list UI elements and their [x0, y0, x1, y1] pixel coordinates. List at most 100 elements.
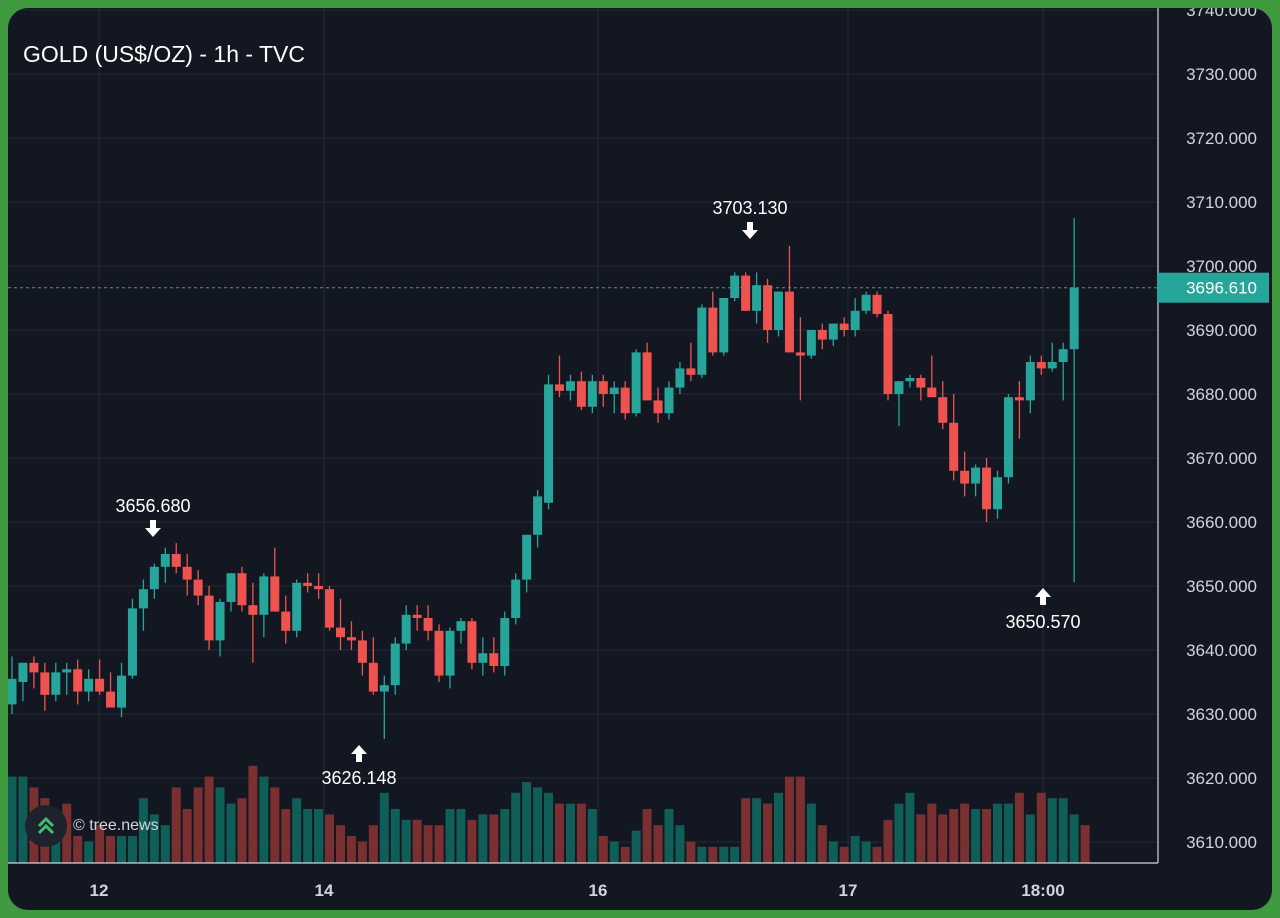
candle [817, 330, 827, 340]
annotation-label: 3656.680 [115, 496, 190, 516]
candle [1058, 349, 1068, 362]
candle [763, 285, 773, 330]
volume-bar [555, 803, 564, 863]
candle [204, 595, 214, 641]
candle [379, 685, 389, 692]
candle [708, 307, 718, 353]
volume-bar [817, 825, 827, 863]
y-axis[interactable]: 3610.000 3620.000 3630.000 3640.000 3650.000… [1157, 8, 1257, 863]
candle [314, 586, 324, 590]
volume-bar [763, 803, 773, 863]
volume-bar [281, 809, 291, 863]
volume-bar [708, 846, 718, 863]
volume-bar [719, 846, 729, 863]
candle [533, 496, 543, 535]
candle [1003, 397, 1013, 478]
candle [883, 314, 893, 394]
candle [171, 554, 181, 567]
candle [522, 534, 532, 580]
volume-bar [84, 841, 94, 863]
volume-bar [872, 846, 882, 863]
volume-bar [993, 803, 1002, 863]
candle [905, 378, 915, 382]
y-tick-label: 3670.000 [1186, 449, 1257, 468]
candle [84, 678, 94, 692]
volume-bar [609, 841, 619, 863]
candles[interactable] [8, 218, 1079, 739]
volume-bar [346, 836, 356, 863]
y-tick-label: 3680.000 [1186, 385, 1257, 404]
volume-bar [642, 809, 652, 863]
volume-bar [905, 792, 915, 863]
candle [784, 291, 794, 353]
candle [73, 669, 83, 692]
volume-bar [270, 787, 280, 863]
volume-bar [894, 803, 904, 863]
candle [8, 678, 17, 705]
candle [62, 669, 72, 673]
candle [51, 672, 61, 695]
candle [467, 621, 477, 663]
candle [982, 467, 992, 510]
candle [270, 576, 280, 612]
volume-bar [237, 798, 247, 863]
chart-title: GOLD (US$/OZ) - 1h - TVC [23, 41, 306, 67]
chart-svg[interactable]: 3656.680 3626.148 3703.130 3650.570 3610.00… [8, 8, 1272, 910]
candle [325, 589, 335, 628]
volume-bar [325, 814, 335, 863]
candle [938, 397, 948, 423]
candle [478, 653, 488, 663]
arrow-up-icon [351, 745, 367, 762]
candle [774, 291, 783, 330]
candle [741, 275, 751, 311]
candle [1025, 362, 1035, 401]
candle [434, 630, 444, 676]
candle [587, 381, 597, 407]
volume-bar [51, 830, 61, 863]
candle [336, 627, 345, 638]
y-tick-label: 3630.000 [1186, 705, 1257, 724]
volume-bar [182, 809, 192, 863]
volume-bar [193, 787, 203, 863]
candle [445, 630, 455, 676]
volume-bar [839, 846, 849, 863]
volume-bar [18, 776, 28, 863]
candle [960, 470, 970, 484]
candle [29, 662, 39, 673]
candle [795, 352, 805, 356]
volume-bar [927, 803, 937, 863]
x-axis[interactable]: 12 14 16 17 18:00 [8, 862, 1158, 900]
volume-bar [434, 825, 444, 863]
volume-bar [741, 798, 751, 863]
volume-bar [828, 841, 838, 863]
last-price-marker: 3696.610 [8, 272, 1269, 303]
annotation-label: 3703.130 [712, 198, 787, 218]
candle [927, 387, 937, 398]
candle [609, 387, 619, 394]
candle [215, 602, 225, 641]
annotation-label: 3650.570 [1005, 612, 1080, 632]
volume-bar [215, 787, 225, 863]
volume-bar [576, 803, 586, 863]
volume-bar [982, 809, 992, 863]
candle [489, 653, 499, 666]
candle [500, 618, 510, 666]
volume-bar [598, 836, 608, 863]
candle [1014, 397, 1024, 401]
volume-bar [259, 776, 269, 863]
candle [303, 582, 313, 586]
candle [292, 582, 302, 631]
candle [40, 672, 50, 695]
candle [894, 381, 904, 394]
volume-bar [95, 825, 105, 863]
volume-bar [697, 846, 707, 863]
annotations: 3656.680 3626.148 3703.130 3650.570 [115, 198, 1080, 788]
volume-bar [850, 836, 860, 863]
volume-bar [806, 803, 816, 863]
candle [138, 589, 148, 609]
volume-bar [1080, 825, 1090, 863]
tree-news-logo [25, 805, 67, 847]
candle [401, 614, 411, 644]
volume-bar [784, 776, 794, 863]
candle [182, 566, 192, 580]
